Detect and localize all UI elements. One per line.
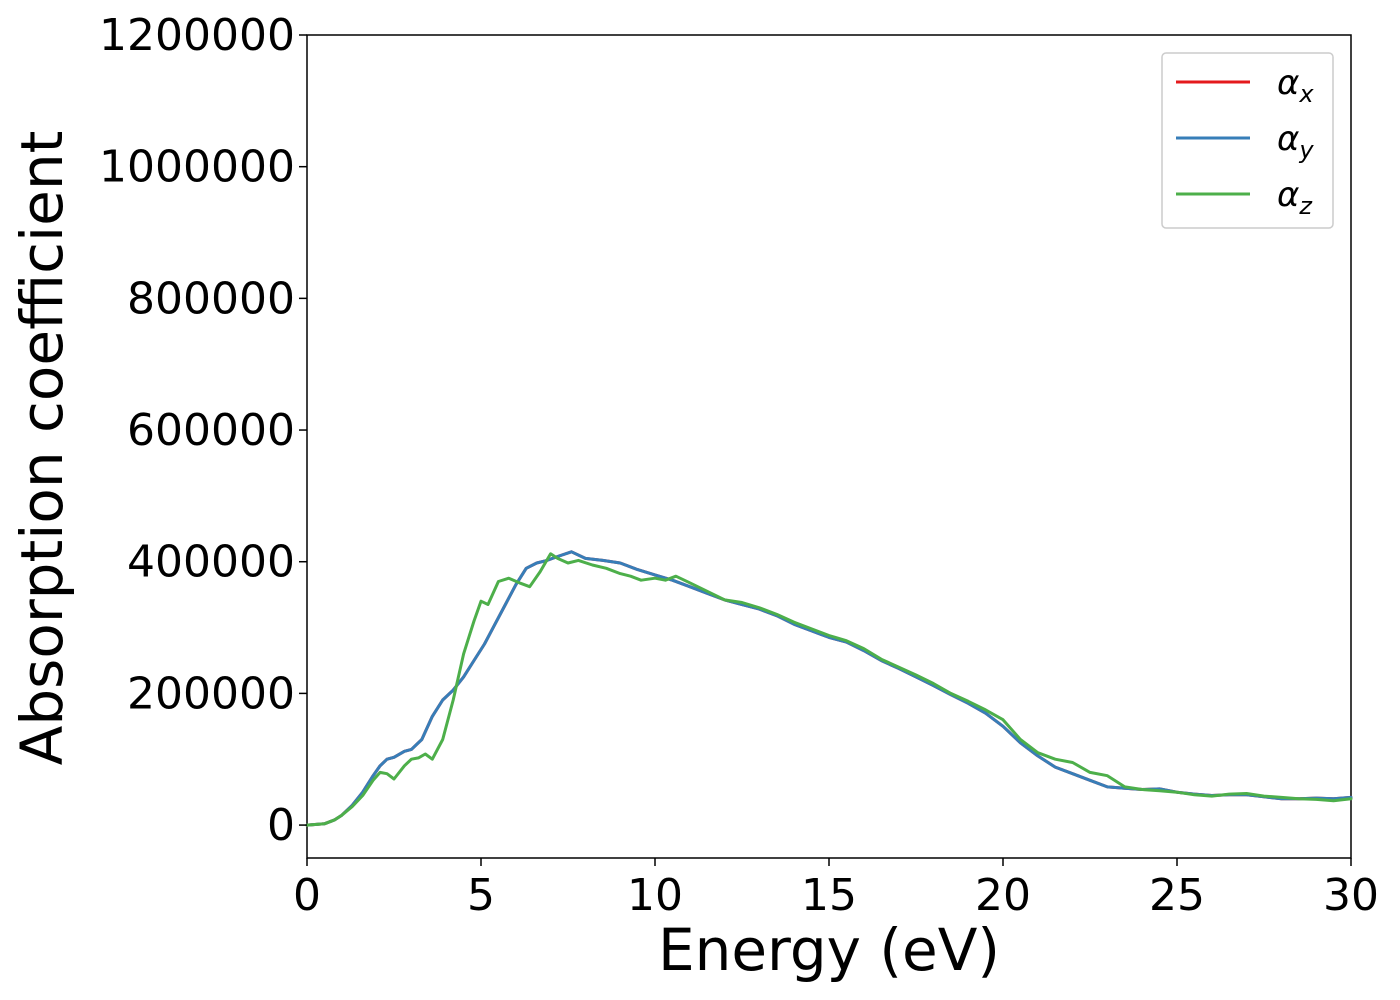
x-tick-label: 5	[467, 870, 495, 921]
y-tick-label: 600000	[127, 405, 295, 456]
y-tick-label: 1000000	[99, 142, 295, 193]
y-axis-label: Absorption coefficient	[8, 131, 76, 766]
x-axis-label: Energy (eV)	[658, 916, 1000, 984]
x-tick-label: 30	[1323, 870, 1379, 921]
x-tick-label: 20	[975, 870, 1031, 921]
legend-label-x: αx	[1277, 63, 1314, 108]
y-tick-label: 1200000	[99, 10, 295, 61]
legend: αx αy αz	[1161, 52, 1334, 229]
series-line-x	[305, 550, 1353, 827]
legend-label-z: αz	[1277, 175, 1313, 220]
legend-label-y: αy	[1277, 119, 1314, 164]
legend-box	[1161, 52, 1334, 229]
y-axis-ticks: 0 200000 400000 600000 800000 1000000 1200000	[99, 10, 307, 851]
series-layer	[305, 550, 1353, 827]
x-tick-label: 10	[627, 870, 683, 921]
series-line-z	[305, 552, 1353, 827]
y-tick-label: 400000	[127, 537, 295, 588]
y-tick-label: 800000	[127, 273, 295, 324]
x-tick-label: 0	[293, 870, 321, 921]
y-tick-label: 200000	[127, 668, 295, 719]
series-line-y	[305, 550, 1353, 827]
x-tick-label: 15	[801, 870, 857, 921]
x-tick-label: 25	[1149, 870, 1205, 921]
y-tick-label: 0	[267, 800, 295, 851]
x-axis-ticks: 0 5 10 15 20 25 30	[293, 858, 1379, 921]
